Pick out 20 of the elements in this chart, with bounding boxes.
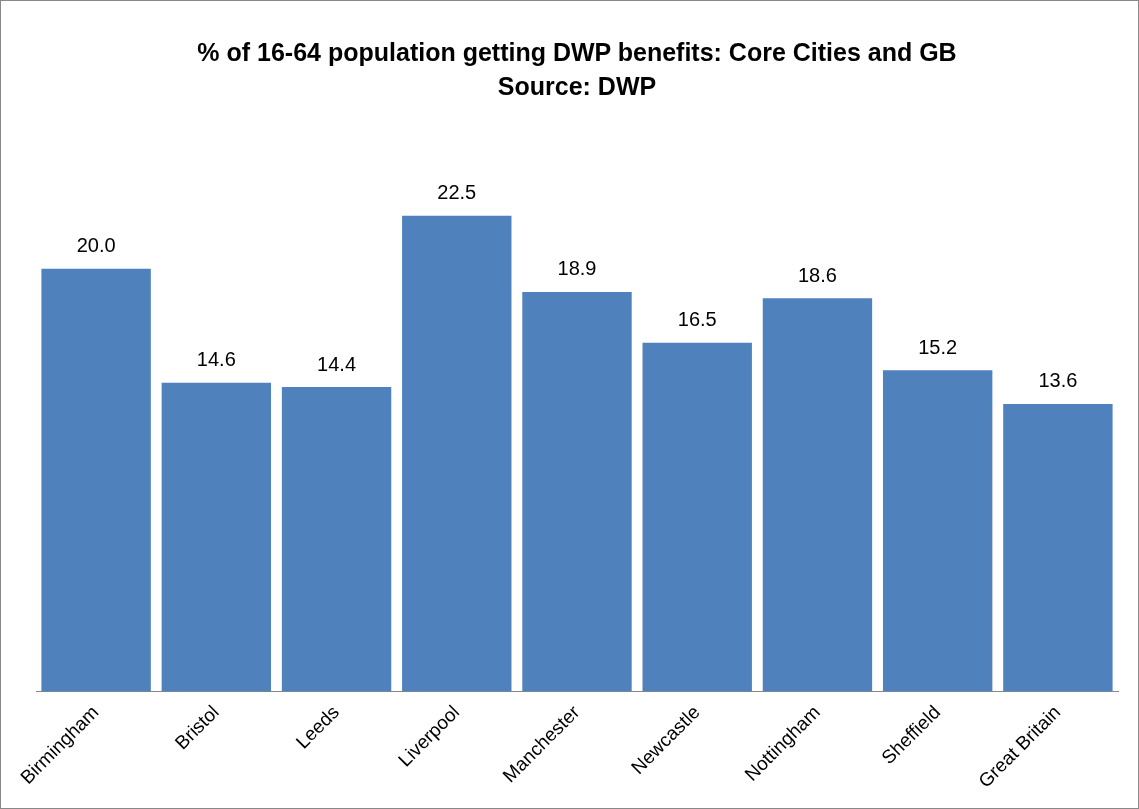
data-label: 16.5 (677, 308, 717, 331)
bar (522, 291, 632, 692)
bar (642, 342, 752, 692)
bar (161, 382, 272, 692)
data-label: 22.5 (437, 181, 477, 204)
data-label: 20.0 (76, 234, 116, 257)
bar (882, 370, 993, 692)
bar (41, 268, 151, 692)
bar (281, 387, 392, 692)
data-label: 15.2 (918, 335, 958, 358)
data-label: 14.6 (196, 348, 236, 371)
chart-subtitle: Source: DWP (497, 71, 657, 100)
data-label: 18.6 (797, 263, 837, 286)
data-label: 18.9 (557, 257, 597, 280)
bar (762, 298, 873, 692)
data-label: 14.4 (317, 352, 357, 375)
bar (402, 215, 512, 692)
bar (1003, 403, 1113, 692)
chart-title: % of 16-64 population getting DWP benefits: Core Cities and GB (197, 37, 957, 66)
data-label: 13.6 (1038, 369, 1078, 392)
